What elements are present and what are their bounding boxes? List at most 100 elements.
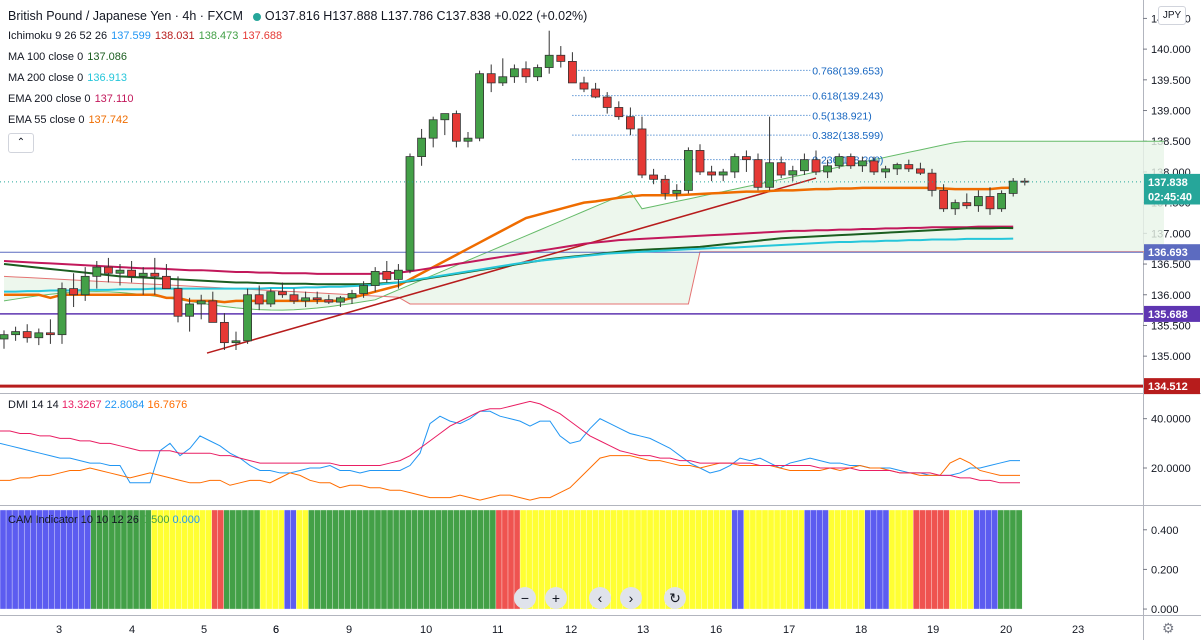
chevron-right-icon: ›: [628, 590, 634, 606]
candle-body: [742, 156, 751, 161]
cam-bar: [350, 509, 358, 610]
indicator-value: 137.086: [87, 51, 127, 63]
collapse-legend-button[interactable]: ⌃: [8, 133, 34, 153]
cam-bar: [840, 509, 848, 610]
cam-bar: [822, 509, 829, 610]
candle-body: [150, 272, 160, 277]
candle-body: [718, 171, 728, 176]
currency-badge[interactable]: JPY: [1158, 6, 1186, 25]
price-label-text: 135.688: [1148, 309, 1188, 321]
candle-body: [173, 288, 183, 317]
cam-bar: [253, 509, 261, 610]
indicator-legend-row: EMA 55 close 0 137.742: [8, 114, 132, 126]
candle-body: [568, 61, 577, 84]
cam-bar: [429, 509, 436, 610]
cam-bar: [362, 509, 370, 610]
cam-bar: [356, 509, 364, 610]
time-label: 5: [201, 624, 207, 636]
indicator-legend-row: MA 100 close 0 137.086: [8, 51, 131, 63]
ichimoku-cloud: [4, 141, 1164, 311]
price-label-text: 02:45:40: [1148, 192, 1192, 204]
cam-bar: [991, 509, 999, 610]
cam-bar: [646, 509, 654, 610]
candle-body: [22, 331, 32, 339]
cam-bar: [652, 509, 660, 610]
candle-body: [161, 275, 171, 290]
indicator-name: EMA 55 close 0: [8, 114, 85, 126]
price-tick-label: 135.000: [1151, 351, 1191, 363]
indicator-name: Ichimoku 9 26 52 26: [8, 30, 108, 42]
cam-bar: [483, 509, 491, 610]
candle-body: [196, 300, 206, 305]
candle-body: [463, 137, 473, 142]
zoom-in-button[interactable]: +: [545, 587, 567, 609]
cam-bar: [828, 509, 836, 610]
scroll-left-button[interactable]: ‹: [589, 587, 611, 609]
cam-bar: [973, 509, 981, 610]
candle-body: [138, 272, 148, 277]
series-line: [3, 225, 1014, 275]
time-label: 6: [273, 624, 279, 636]
candle-body: [579, 82, 589, 90]
cam-bar: [792, 509, 799, 610]
candle-body: [254, 294, 264, 305]
time-label: 9: [346, 624, 352, 636]
dmi-tick-label: 40.0000: [1151, 414, 1191, 426]
fib-level-label: 0.382(138.599): [812, 130, 883, 142]
zoom-out-button[interactable]: −: [514, 587, 536, 609]
cam-bar: [1003, 509, 1011, 610]
candle-body: [602, 96, 612, 108]
candle-body: [57, 288, 67, 336]
dmi-line-adx: [0, 400, 1020, 484]
reset-chart-button[interactable]: ↻: [664, 587, 686, 609]
candle-body: [892, 164, 902, 170]
series-line: [4, 237, 1014, 293]
indicator-value: 138.031: [154, 30, 195, 42]
plus-icon: +: [551, 590, 561, 606]
cam-bar: [247, 509, 255, 610]
cam-bar: [296, 509, 303, 610]
cam-bar: [707, 509, 715, 610]
candle-body: [277, 291, 287, 296]
price-tick-label: 136.000: [1151, 290, 1191, 302]
time-label: 4: [129, 624, 135, 636]
cam-bar: [918, 509, 926, 610]
cam-bar: [1009, 509, 1017, 610]
candle-body: [904, 164, 914, 170]
cam-bar: [931, 509, 938, 610]
price-label-text: 136.693: [1148, 247, 1188, 259]
cam-bar: [465, 509, 473, 610]
cam-bar: [368, 509, 376, 610]
cam-bar: [217, 509, 225, 610]
cam-tick-label: 0.000: [1151, 604, 1179, 616]
indicator-value: 137.110: [94, 93, 134, 105]
candle-body: [660, 178, 670, 194]
candle-body: [498, 76, 508, 84]
cam-bar: [284, 509, 291, 610]
candle-body: [1008, 180, 1018, 194]
candle-body: [475, 73, 485, 139]
candle-body: [370, 271, 380, 286]
candle-body: [219, 321, 229, 344]
cam-bar: [453, 509, 461, 610]
price-tick-label: 136.500: [1151, 259, 1191, 271]
candle-body: [115, 269, 125, 274]
candle-body: [231, 340, 241, 344]
candle-body: [428, 119, 438, 139]
price-label-box: [1144, 244, 1200, 261]
cam-legend: CAM Indicator 10 10 12 26 0.500 0.000: [8, 514, 200, 526]
cam-bar: [804, 509, 811, 610]
cam-bar: [912, 509, 920, 610]
candle-body: [266, 291, 276, 305]
cam-bar: [967, 509, 975, 610]
candle-body: [405, 156, 415, 271]
indicator-name: EMA 200 close 0: [8, 93, 91, 105]
candle-body: [92, 266, 102, 277]
candle-body: [556, 54, 566, 62]
cam-bar: [870, 509, 878, 610]
time-label: 17: [783, 624, 795, 636]
scroll-right-button[interactable]: ›: [620, 587, 642, 609]
candle-body: [974, 196, 983, 207]
settings-button[interactable]: ⚙: [1162, 620, 1175, 637]
